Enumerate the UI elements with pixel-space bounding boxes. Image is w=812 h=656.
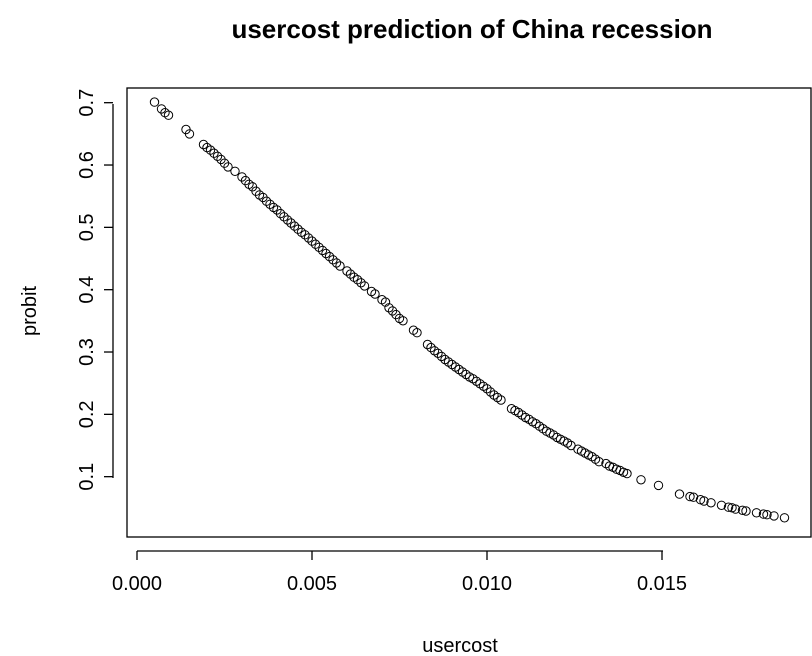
data-point <box>261 196 272 206</box>
data-point <box>758 509 769 519</box>
data-point <box>275 208 286 219</box>
data-point <box>300 230 310 240</box>
data-point <box>622 468 632 479</box>
data-point <box>317 245 328 256</box>
data-point <box>751 508 762 518</box>
data-point <box>282 215 293 225</box>
data-point <box>485 387 496 397</box>
data-point <box>149 97 160 107</box>
data-point <box>436 351 447 362</box>
x-tick-label: 0.000 <box>112 573 162 595</box>
data-point <box>205 145 216 155</box>
y-tick-label: 0.6 <box>76 151 98 179</box>
data-point <box>345 269 356 279</box>
y-tick-label: 0.1 <box>76 463 98 491</box>
data-point <box>674 489 685 499</box>
x-axis-ticks: 0.000 0.005 0.010 0.015 <box>112 551 687 595</box>
data-point <box>335 261 345 271</box>
y-axis-ticks: 0.1 0.2 0.3 0.4 0.5 0.6 0.7 <box>76 89 113 491</box>
data-point <box>321 248 331 259</box>
data-point <box>730 504 741 514</box>
data-point <box>359 281 370 291</box>
data-point <box>352 275 363 285</box>
data-point <box>303 233 314 243</box>
data-point <box>356 278 366 288</box>
data-point <box>699 496 709 506</box>
data-point <box>653 480 664 491</box>
data-point <box>289 221 300 231</box>
data-point <box>286 218 296 228</box>
data-point <box>230 166 240 177</box>
data-point <box>762 510 772 520</box>
data-point <box>779 513 790 523</box>
plot-frame <box>126 87 812 538</box>
data-point <box>426 342 436 353</box>
data-point <box>741 506 751 516</box>
data-point <box>328 255 338 265</box>
y-tick-label: 0.2 <box>76 400 98 428</box>
data-point <box>212 151 223 162</box>
y-tick-label: 0.7 <box>76 89 98 117</box>
data-point <box>184 129 195 139</box>
data-point <box>685 491 695 502</box>
data-point <box>716 500 727 510</box>
data-point <box>706 498 716 508</box>
data-point <box>737 505 748 515</box>
data-point <box>370 289 380 299</box>
y-tick-label: 0.4 <box>76 276 98 304</box>
data-point <box>342 266 352 276</box>
data-point <box>307 236 317 246</box>
data-point <box>223 162 233 172</box>
data-point <box>422 339 433 350</box>
data-point <box>482 384 492 394</box>
data-point <box>398 316 408 326</box>
data-point <box>433 348 443 358</box>
data-point <box>279 212 289 222</box>
data-point <box>265 199 275 210</box>
data-point <box>293 224 303 234</box>
data-point <box>314 242 324 253</box>
data-point <box>496 395 506 405</box>
data-point <box>769 511 779 521</box>
y-tick-label: 0.3 <box>76 338 98 366</box>
data-point <box>163 110 174 120</box>
x-axis-label: usercost <box>422 635 498 656</box>
chart-title: usercost prediction of China recession <box>231 14 712 44</box>
y-axis-label: probit <box>19 286 41 336</box>
data-point <box>412 328 422 338</box>
data-point <box>594 457 604 467</box>
data-point <box>636 475 646 485</box>
data-point <box>198 139 209 150</box>
data-point <box>209 148 219 158</box>
data-point <box>723 502 734 512</box>
data-point <box>324 251 335 262</box>
data-point <box>331 258 342 268</box>
data-point <box>380 297 391 307</box>
data-point <box>310 239 321 249</box>
x-tick-label: 0.010 <box>462 573 512 595</box>
x-tick-label: 0.005 <box>287 573 337 595</box>
data-point <box>384 303 394 313</box>
data-point <box>688 492 699 502</box>
y-tick-label: 0.5 <box>76 213 98 241</box>
x-tick-label: 0.015 <box>637 573 687 595</box>
data-points <box>149 97 790 523</box>
